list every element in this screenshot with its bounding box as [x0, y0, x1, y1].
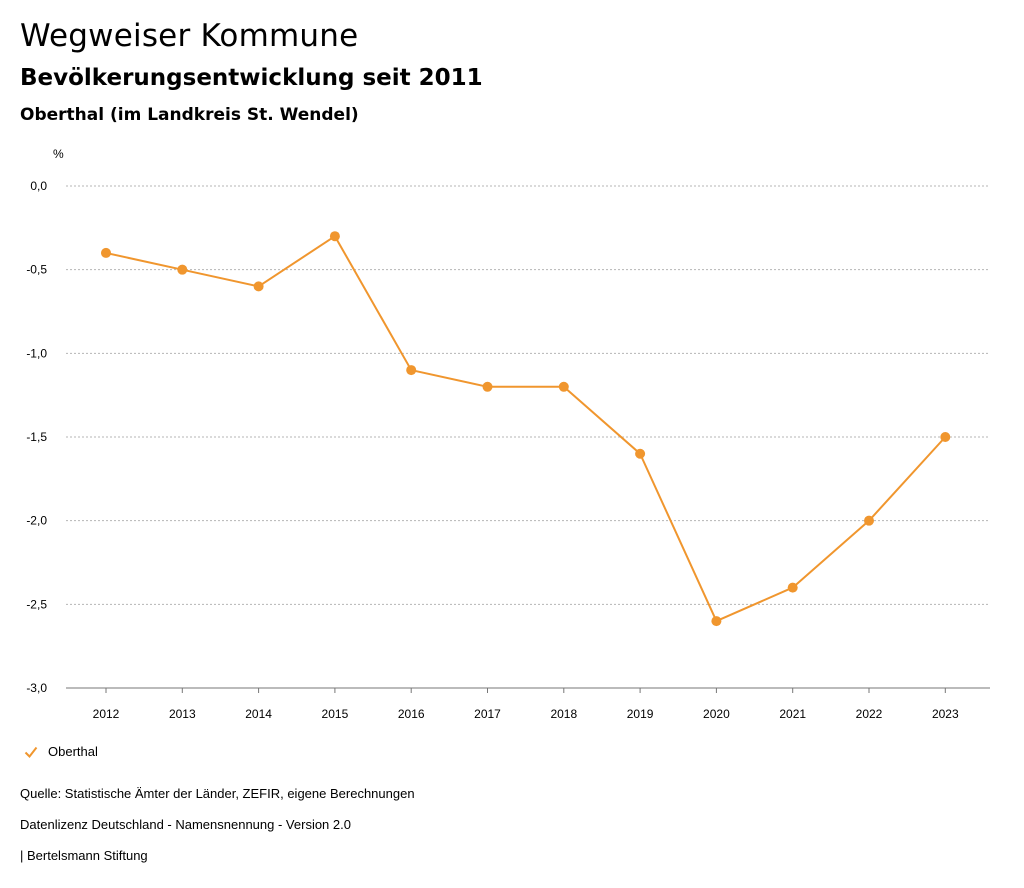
y-tick-label: -2,5 [26, 597, 47, 611]
x-tick-label: 2016 [398, 707, 425, 721]
x-tick-label: 2015 [322, 707, 349, 721]
y-tick-label: -1,5 [26, 430, 47, 444]
x-tick-label: 2020 [703, 707, 730, 721]
data-point[interactable] [864, 515, 874, 526]
x-axis-ticks: 2012 2013 2014 2015 2016 2017 2018 2019 2020 2021… [93, 688, 959, 721]
x-tick-label: 2017 [474, 707, 501, 721]
data-point[interactable] [787, 582, 798, 593]
y-axis-ticks: % 0,0 -0,5 -1,0 -1,5 -2,0 -2,5 -3,0 [26, 147, 64, 695]
legend[interactable]: Oberthal [24, 744, 98, 759]
checkmark-icon [24, 746, 38, 758]
data-point[interactable] [177, 264, 188, 275]
line-chart: %0,0-0,5-1,0-1,5-2,0-2,5-3,0 2012 2013 201… [26, 147, 990, 721]
x-tick-label: 2021 [779, 707, 806, 721]
y-axis-unit: % [53, 147, 64, 161]
data-point[interactable] [482, 381, 493, 392]
data-point[interactable] [940, 432, 951, 442]
x-tick-label: 2013 [169, 707, 196, 721]
chart-subtitle: Bevölkerungsentwicklung seit 2011 [20, 65, 483, 91]
x-tick-label: 2012 [93, 707, 120, 721]
source-note: Quelle: Statistische Ämter der Länder, Z… [20, 786, 415, 801]
x-tick-label: 2018 [550, 707, 577, 721]
data-point[interactable] [635, 448, 646, 459]
region-label: Oberthal (im Landkreis St. Wendel) [20, 105, 359, 125]
x-tick-label: 2023 [932, 707, 959, 721]
data-point[interactable] [101, 247, 111, 258]
data-point[interactable] [711, 616, 722, 627]
legend-item-oberthal: Oberthal [48, 744, 98, 759]
data-point[interactable] [406, 365, 417, 376]
data-point[interactable] [558, 381, 569, 392]
data-point[interactable] [253, 281, 264, 292]
data-point[interactable] [329, 231, 340, 242]
x-tick-label: 2019 [627, 707, 654, 721]
y-tick-label: -3,0 [26, 681, 47, 695]
y-tick-label: -2,0 [26, 514, 47, 528]
x-tick-label: 2022 [856, 707, 883, 721]
x-tick-label: 2014 [245, 707, 272, 721]
license-note[interactable]: Datenlizenz Deutschland - Namensnennung … [20, 817, 351, 832]
y-tick-label: -1,0 [26, 346, 47, 360]
series-oberthal [101, 231, 951, 627]
y-tick-label: -0,5 [26, 263, 47, 277]
series-line [105, 235, 947, 623]
y-tick-label: 0,0 [30, 179, 47, 193]
page-title: Wegweiser Kommune [20, 18, 359, 54]
publisher-note[interactable]: | Bertelsmann Stiftung [20, 848, 148, 863]
grid-lines [66, 185, 990, 689]
